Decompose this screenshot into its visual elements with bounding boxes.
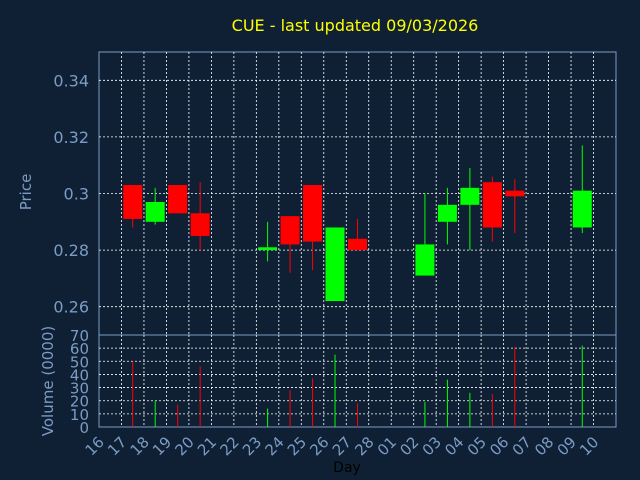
candle-body xyxy=(505,190,525,197)
candle-body xyxy=(460,187,480,205)
volume-tick-label: 70 xyxy=(70,327,89,345)
price-tick-label: 0.32 xyxy=(53,128,89,147)
chart-title: CUE - last updated 09/03/2026 xyxy=(232,16,479,35)
volume-tick-label: 50 xyxy=(70,353,89,371)
volume-tick-label: 10 xyxy=(70,406,89,424)
price-tick-label: 0.28 xyxy=(53,241,89,260)
candle-body xyxy=(168,185,188,214)
candle-body xyxy=(482,182,502,228)
volume-tick-label: 20 xyxy=(70,393,89,411)
price-tick-label: 0.26 xyxy=(53,298,89,317)
price-axis-label: Price xyxy=(17,174,35,211)
x-tick-label: 10 xyxy=(576,433,602,459)
volume-tick-label: 0 xyxy=(79,419,89,437)
candle-body xyxy=(572,190,592,228)
candle-body xyxy=(258,247,278,251)
volume-tick-label: 40 xyxy=(70,366,89,384)
price-tick-label: 0.34 xyxy=(53,71,89,90)
candle-body xyxy=(280,216,300,245)
volume-tick-label: 60 xyxy=(70,340,89,358)
candle-body xyxy=(123,185,143,219)
volume-tick-label: 30 xyxy=(70,380,89,398)
volume-axis-label: Volume (0000) xyxy=(39,326,57,436)
x-axis-label: Day xyxy=(333,460,361,476)
candle-body xyxy=(437,204,457,222)
candles xyxy=(123,145,592,302)
x-ticks: 1617181920212223242526272801020304050607… xyxy=(82,433,603,459)
candle-body xyxy=(415,244,435,276)
candle-body xyxy=(325,227,345,302)
candle-body xyxy=(190,213,210,236)
candle-body xyxy=(303,185,323,242)
volume-bars xyxy=(132,345,583,427)
price-tick-label: 0.3 xyxy=(64,185,89,204)
price-y-ticks: 0.26 0.28 0.3 0.32 0.34 xyxy=(53,71,89,316)
candle-body xyxy=(145,201,165,222)
grid xyxy=(99,52,616,427)
candle-body xyxy=(348,238,367,251)
